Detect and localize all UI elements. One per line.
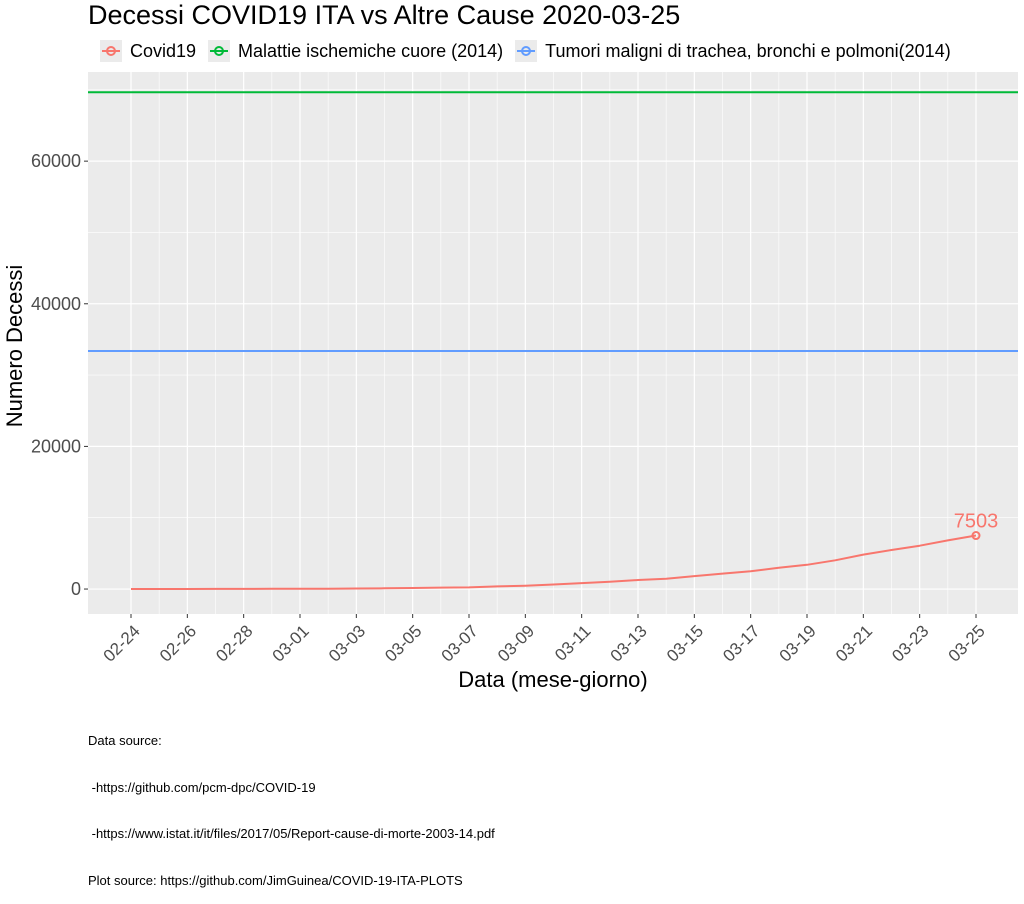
x-tick-label: 03-03: [325, 621, 369, 665]
x-tick-label: 03-05: [381, 621, 425, 665]
caption-line: Data source:: [88, 733, 162, 748]
series-line-0: [131, 534, 977, 590]
x-tick-label: 03-21: [832, 621, 876, 665]
y-tick-label: 20000: [31, 436, 81, 456]
data-label: 7503: [954, 511, 999, 533]
x-tick-label: 03-09: [494, 621, 538, 665]
legend-key-ischemiche: [208, 40, 231, 62]
x-tick-label: 02-26: [156, 621, 200, 665]
x-tick-label: 03-15: [663, 621, 707, 665]
caption-line: -https://www.istat.it/it/files/2017/05/R…: [88, 826, 495, 841]
legend-label-tumori: Tumori maligni di trachea, bronchi e pol…: [545, 40, 951, 61]
y-tick-label: 0: [71, 579, 81, 599]
caption-line: Plot source: https://github.com/JimGuine…: [88, 872, 463, 888]
x-tick-label: 03-17: [719, 621, 763, 665]
legend: Covid19 Malattie ischemiche cuore (2014)…: [100, 38, 963, 64]
x-tick-label: 02-24: [100, 621, 144, 665]
caption: Data source: -https://github.com/pcm-dpc…: [88, 702, 495, 904]
y-tick-label: 40000: [31, 294, 81, 314]
x-axis-title: Data (mese-giorno): [458, 667, 648, 692]
y-axis-title: Numero Decessi: [2, 265, 27, 428]
x-tick-label: 03-13: [607, 621, 651, 665]
caption-line: -https://github.com/pcm-dpc/COVID-19: [88, 779, 316, 795]
endpoint-marker: [971, 531, 981, 541]
legend-item-ischemiche: Malattie ischemiche cuore (2014): [208, 40, 503, 62]
chart-title: Decessi COVID19 ITA vs Altre Cause 2020-…: [88, 0, 681, 30]
legend-item-covid19: Covid19: [100, 40, 196, 62]
legend-key-covid19: [100, 40, 122, 62]
plot-panel: [88, 72, 1018, 614]
legend-label-ischemiche: Malattie ischemiche cuore (2014): [238, 40, 504, 61]
x-tick-label: 02-28: [212, 621, 256, 665]
x-tick-label: 03-11: [551, 621, 594, 664]
legend-label-covid19: Covid19: [130, 40, 197, 61]
legend-key-tumori: [515, 40, 538, 62]
x-tick-label: 03-19: [776, 621, 820, 665]
x-tick-label: 03-25: [945, 621, 989, 665]
plot-area: 7503 0 20000 40000 60000 02-24 02-26 02-28 03-0…: [2, 72, 1018, 692]
x-tick-label: 03-07: [438, 621, 482, 665]
y-tick-label: 60000: [31, 151, 81, 171]
x-tick-label: 03-01: [269, 621, 313, 665]
legend-item-tumori: Tumori maligni di trachea, bronchi e pol…: [515, 40, 951, 62]
x-tick-label: 03-23: [888, 621, 932, 665]
